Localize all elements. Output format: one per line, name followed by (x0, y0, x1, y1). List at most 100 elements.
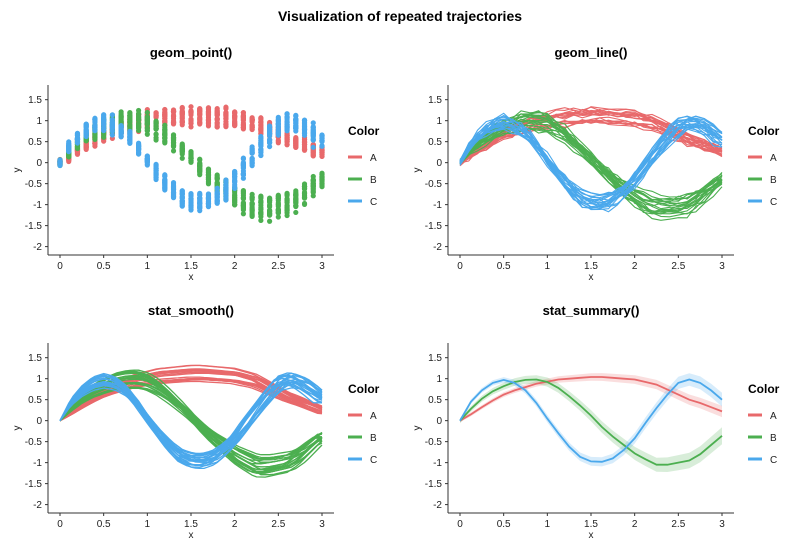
point-B (179, 147, 185, 153)
x-axis-label: x (589, 530, 594, 541)
point-B (284, 207, 290, 213)
point-B (249, 205, 255, 211)
point-B (144, 109, 150, 116)
point-B (275, 214, 281, 220)
panel-title: geom_line() (555, 45, 628, 60)
point-B (310, 187, 316, 193)
x-tick-label: 3 (719, 519, 725, 530)
point-A (197, 121, 203, 127)
point-B (74, 144, 81, 150)
point-C (267, 143, 273, 150)
point-C (284, 119, 290, 126)
point-C (267, 137, 273, 143)
y-tick-label: -1 (33, 458, 42, 469)
point-A (240, 110, 246, 116)
band-C (460, 373, 722, 467)
point-B (118, 109, 124, 115)
plot-area (59, 364, 323, 478)
x-tick-label: 1.5 (584, 519, 598, 530)
x-tick-label: 3 (319, 261, 325, 272)
legend-label-C: C (370, 455, 377, 466)
point-A (162, 113, 168, 120)
y-tick-label: -1 (433, 458, 442, 469)
point-C (240, 171, 246, 177)
point-A (249, 116, 255, 123)
point-B (214, 172, 220, 178)
smooth-C (59, 382, 323, 456)
point-C (310, 120, 316, 126)
x-tick-label: 0 (457, 261, 463, 272)
point-C (240, 155, 246, 161)
point-A (214, 107, 220, 113)
point-B (258, 206, 264, 212)
point-A (153, 112, 159, 118)
point-C (232, 179, 238, 186)
point-A (258, 115, 264, 121)
panel-3: stat_smooth() 1.5 1 0.5 0 -0.5 -1 -1.5 -2 0 0.5 1 1.… (12, 303, 380, 541)
panel-4: stat_summary() 1.5 1 0.5 0 -0.5 -1 -1.5 -2 0 0.5 1 1… (412, 303, 780, 541)
point-C (232, 171, 238, 177)
x-tick-label: 1.5 (584, 261, 598, 272)
point-B (232, 199, 238, 205)
smooth-B (59, 386, 323, 461)
point-A (170, 107, 177, 113)
y-tick-label: -1 (33, 200, 42, 211)
line-C (459, 119, 723, 201)
point-B (267, 195, 273, 201)
point-C (170, 179, 177, 186)
plot-area (57, 104, 325, 224)
point-C (136, 146, 142, 152)
point-A (223, 113, 229, 119)
point-A (319, 148, 325, 154)
legend-label-C: C (370, 197, 377, 208)
point-C (284, 111, 290, 117)
point-C (109, 117, 115, 123)
point-B (258, 210, 264, 216)
y-tick-label: -1.5 (25, 221, 43, 232)
y-tick-label: -1.5 (25, 479, 43, 490)
y-tick-label: 0 (436, 416, 442, 427)
x-tick-label: 3 (719, 261, 725, 272)
point-B (310, 173, 316, 180)
y-tick-label: 0.5 (428, 395, 442, 406)
smooth-C (59, 375, 323, 462)
x-tick-label: 1.5 (184, 519, 198, 530)
y-tick-label: 1 (36, 116, 42, 127)
point-A (275, 137, 281, 143)
point-B (310, 193, 316, 199)
x-tick-label: 0.5 (97, 519, 111, 530)
point-A (205, 117, 212, 123)
mean-line-C (459, 378, 723, 463)
point-B (197, 165, 203, 171)
point-C (136, 151, 142, 157)
x-tick-label: 2.5 (671, 261, 685, 272)
point-A (284, 136, 290, 142)
point-C (232, 175, 238, 181)
line-C (459, 114, 723, 211)
point-A (83, 142, 89, 148)
panel-title: stat_summary() (543, 303, 640, 318)
y-tick-label: 1 (36, 374, 42, 385)
point-A (162, 118, 168, 124)
point-B (267, 218, 273, 224)
point-C (144, 159, 150, 165)
point-C (267, 130, 273, 137)
point-B (153, 137, 159, 143)
x-tick-label: 0.5 (497, 261, 511, 272)
point-B (319, 173, 325, 179)
legend-title: Color (748, 124, 780, 138)
point-C (92, 115, 98, 121)
point-C (214, 198, 220, 204)
x-tick-label: 0.5 (497, 519, 511, 530)
point-C (205, 193, 212, 200)
smooth-C (59, 379, 323, 457)
point-B (301, 190, 308, 196)
point-B (153, 119, 159, 125)
point-C (258, 152, 264, 159)
point-C (319, 132, 325, 138)
point-A (188, 119, 194, 125)
point-B (284, 190, 290, 196)
point-B (240, 211, 246, 217)
mean-line-B (459, 378, 723, 466)
point-B (144, 118, 150, 124)
